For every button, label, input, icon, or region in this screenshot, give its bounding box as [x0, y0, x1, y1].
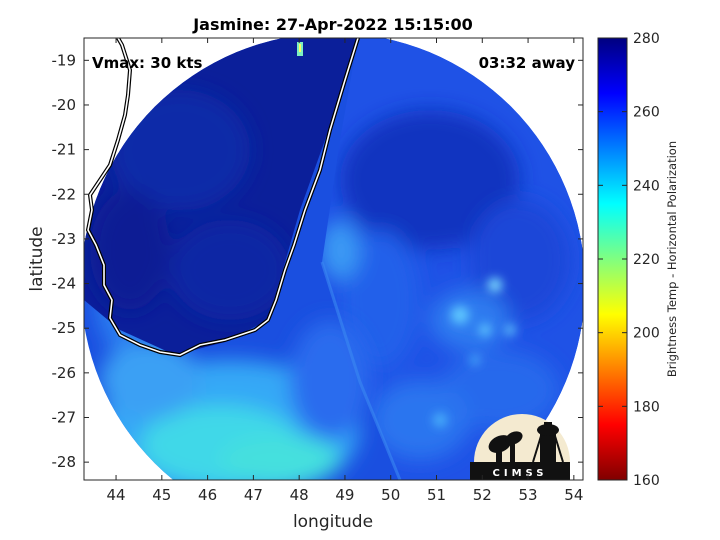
y-axis-label: latitude	[27, 226, 47, 291]
chart-title: Jasmine: 27-Apr-2022 15:15:00	[192, 15, 473, 34]
y-tick-label: -25	[52, 319, 77, 337]
logo-text: CIMSS	[493, 468, 548, 479]
x-tick-label: 49	[335, 486, 354, 504]
x-tick-label: 48	[290, 486, 309, 504]
x-tick-label: 47	[244, 486, 263, 504]
x-tick-label: 52	[473, 486, 492, 504]
colorbar-ticks: 280 260 240 220 200 180 160	[598, 31, 660, 489]
y-tick-label: -26	[52, 364, 77, 382]
colorbar-label: Brightness Temp - Horizontal Polarizatio…	[665, 141, 679, 377]
colorbar-tick-label: 180	[633, 399, 660, 415]
colorbar-tick-label: 260	[633, 105, 660, 121]
plot-frame	[83, 37, 584, 481]
x-tick-label: 51	[427, 486, 446, 504]
y-tick-label: -22	[52, 185, 77, 203]
x-tick-label: 50	[381, 486, 400, 504]
y-tick-label: -24	[52, 275, 77, 293]
x-tick-label: 53	[519, 486, 538, 504]
x-tick-label: 46	[198, 486, 217, 504]
x-axis-ticks: 44 45 46 47 48 49 50 51 52 53 54	[106, 38, 583, 504]
y-tick-label: -27	[52, 408, 77, 426]
colorbar-tick-label: 240	[633, 178, 660, 194]
x-tick-label: 54	[564, 486, 583, 504]
x-tick-label: 44	[106, 486, 125, 504]
x-axis-label: longitude	[293, 512, 373, 532]
x-tick-label: 45	[152, 486, 171, 504]
colorbar-tick-label: 200	[633, 326, 660, 342]
y-tick-label: -19	[52, 51, 77, 69]
y-tick-label: -23	[52, 230, 77, 248]
colorbar-tick-label: 160	[633, 473, 660, 489]
colorbar-tick-label: 220	[633, 252, 660, 268]
cimss-logo: CIMSS	[470, 414, 570, 480]
y-tick-label: -20	[52, 96, 77, 114]
y-axis-ticks: -19 -20 -21 -22 -23 -24 -25 -26 -27 -28	[52, 51, 583, 471]
y-tick-label: -21	[52, 141, 77, 159]
y-tick-label: -28	[52, 453, 77, 471]
colorbar-tick-label: 280	[633, 31, 660, 47]
vmax-annotation: Vmax: 30 kts	[92, 54, 202, 72]
time-away-annotation: 03:32 away	[479, 54, 576, 72]
